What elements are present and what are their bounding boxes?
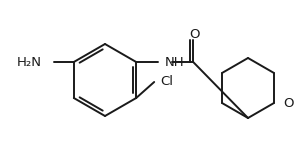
Text: H₂N: H₂N — [17, 55, 42, 69]
Text: NH: NH — [165, 57, 185, 69]
Text: O: O — [189, 28, 199, 41]
Text: O: O — [283, 97, 294, 109]
Text: Cl: Cl — [160, 75, 173, 87]
